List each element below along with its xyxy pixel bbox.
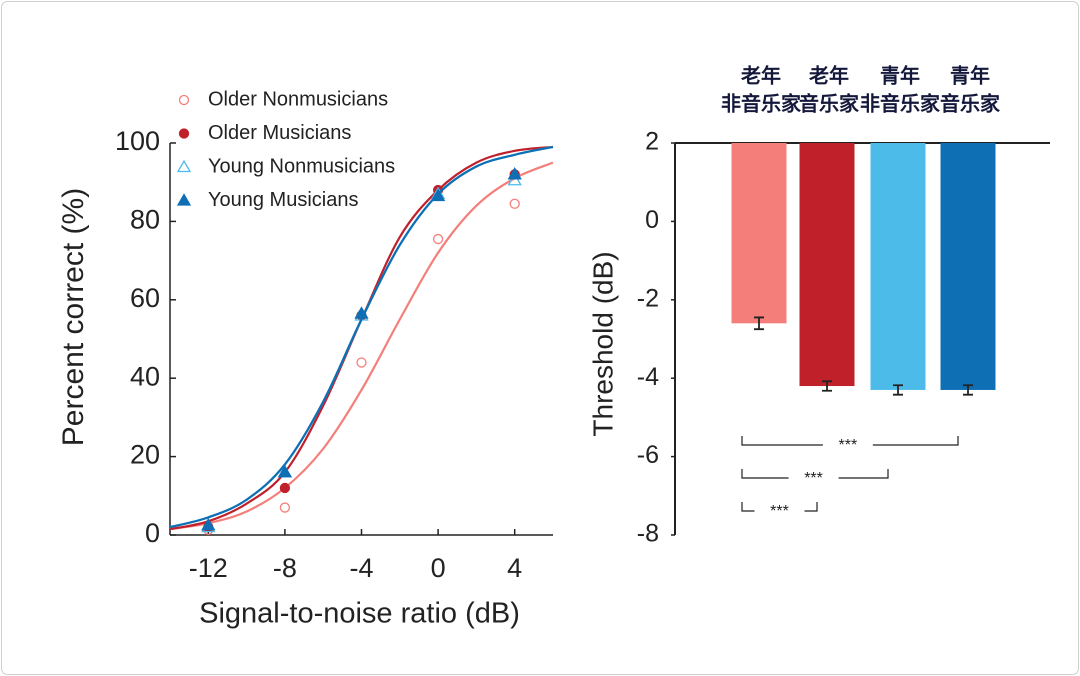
y-tick-label: 60 [130,283,160,313]
y-axis-label: Percent correct (%) [57,188,90,446]
x-tick-label: 0 [431,553,446,583]
legend-marker [176,193,192,206]
marker [509,198,520,209]
error-bar [963,384,973,396]
error-bar [893,384,903,396]
marker [432,233,444,245]
marker [356,357,367,368]
marker [430,188,446,202]
category-label: 青年 [880,63,920,87]
y-tick-label: -8 [637,520,659,548]
significance-bracket [741,436,959,446]
x-tick-label: -12 [189,553,228,583]
category-label: 老年 [809,63,849,87]
legend-label: Young Nonmusicians [208,155,395,177]
marker [507,167,522,180]
legend-label: Older Musicians [208,122,351,144]
legend-marker [178,128,190,139]
y-tick-label: 0 [145,518,160,548]
legend-label: Young Musicians [208,189,358,211]
marker [201,517,216,531]
fit-curve [169,145,554,529]
y-tick-label: 80 [130,205,160,235]
y-tick-label: 100 [115,126,160,156]
x-axis-label: Signal-to-noise ratio (dB) [199,598,520,630]
marker [279,502,291,513]
fit-curve [169,161,554,531]
legend-label: Older Nonmusicians [208,88,388,110]
y-tick-label: 0 [645,206,659,234]
x-tick-label: -8 [273,553,297,583]
error-bar [754,316,764,331]
bar [870,143,926,390]
bar [731,143,787,324]
marker [279,482,291,494]
y-tick-label: 20 [130,440,160,470]
significance-label: *** [770,503,789,520]
category-label: 非音乐家 [721,91,802,115]
legend-marker [178,94,190,106]
x-tick-label: -4 [349,553,373,583]
marker [354,306,369,319]
significance-label: *** [838,437,857,454]
y-tick-label: 40 [130,361,160,391]
significance-label: *** [804,470,823,487]
bar [940,143,996,390]
y-axis-label: Threshold (dB) [587,251,618,436]
marker [277,464,293,478]
y-tick-label: 2 [645,128,659,156]
y-tick-label: -4 [637,363,659,391]
y-tick-label: -2 [637,284,659,312]
error-bar [822,380,832,392]
significance-bracket [741,469,889,479]
category-label: 老年 [741,63,781,87]
category-label: 音乐家 [940,91,1001,115]
category-label: 青年 [950,63,990,87]
y-tick-label: -6 [637,441,659,469]
legend-marker [176,159,192,173]
bar [799,143,855,387]
category-label: 非音乐家 [860,91,941,115]
significance-bracket [741,502,818,512]
category-label: 音乐家 [799,91,860,115]
x-tick-label: 4 [507,553,522,583]
